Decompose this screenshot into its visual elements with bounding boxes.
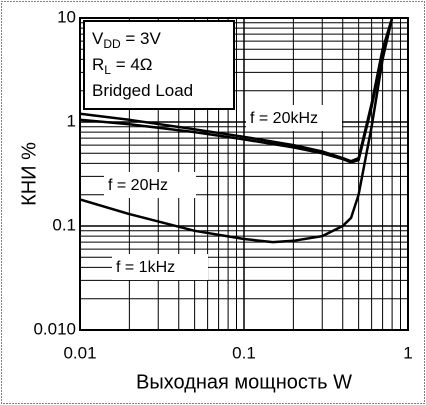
annotation-main: V — [92, 29, 104, 48]
y-tick-label: 1 — [67, 111, 76, 130]
annotation-rest: = 3V — [121, 29, 162, 48]
y-tick-label: 10 — [57, 7, 76, 26]
annotation-text: Bridged Load — [92, 81, 193, 100]
annotation-main: Bridged Load — [92, 81, 193, 100]
series-label: f = 20Hz — [108, 177, 168, 194]
annotation-sub: DD — [103, 37, 121, 51]
annotation-box — [83, 20, 235, 110]
label-background — [104, 172, 196, 198]
line — [80, 18, 394, 164]
label-background — [112, 254, 208, 280]
annotation-text: VDD = 3V — [92, 29, 162, 51]
x-tick-label: 0.01 — [63, 343, 96, 362]
series-label: f = 1kHz — [116, 259, 175, 276]
series-label: f = 20kHz — [250, 110, 318, 127]
label-background — [246, 105, 342, 131]
annotation-main: R — [92, 55, 104, 74]
series-group — [80, 18, 394, 244]
annotation-sub: L — [104, 63, 111, 77]
y-tick-label: 0.1 — [52, 215, 76, 234]
annotation-text: RL = 4Ω — [92, 55, 153, 77]
annotation-rest: = 4Ω — [111, 55, 153, 74]
x-axis-label: Выходная мощность W — [136, 371, 352, 393]
x-tick-label: 0.1 — [232, 343, 256, 362]
plot-border — [79, 17, 409, 331]
line — [80, 18, 394, 244]
y-axis-label: КНИ % — [18, 142, 40, 206]
x-tick-label: 1 — [403, 343, 412, 362]
y-tick-label: 0.010 — [33, 319, 76, 338]
